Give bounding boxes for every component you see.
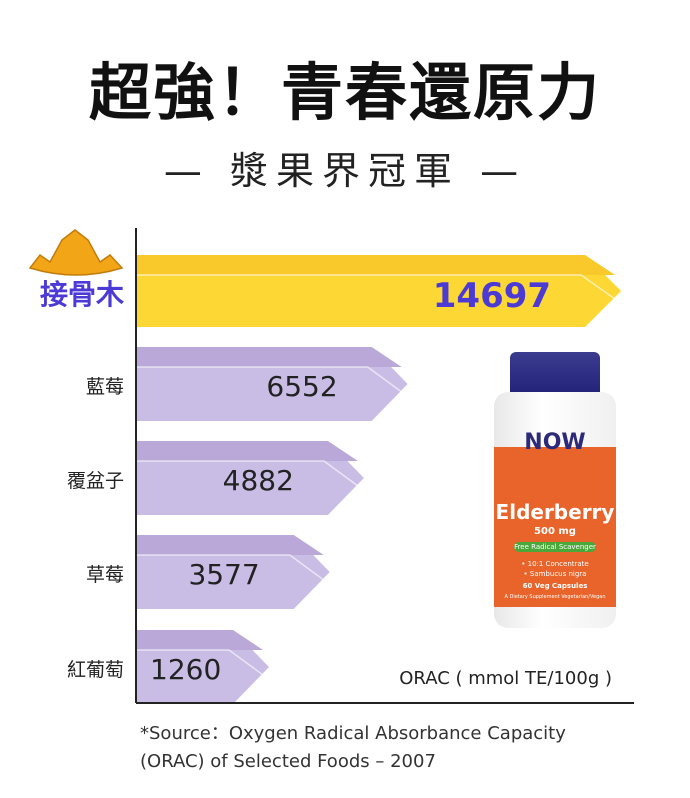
data-label: 3577: [188, 558, 259, 591]
bar-top-face: [136, 255, 616, 275]
product-line: A Dietary Supplement Vegetarian/Vegan: [504, 594, 606, 600]
product-dose: 500 mg: [534, 526, 576, 537]
category-label: 紅葡萄: [67, 659, 124, 681]
elderberry-bottle-image: NOW Elderberry 500 mg Free Radical Scave…: [490, 352, 620, 632]
brand-logo: NOW: [524, 430, 586, 455]
product-line: • Sambucus nigra: [523, 570, 587, 578]
source-line-1: *Source：Oxygen Radical Absorbance Capaci…: [140, 723, 566, 744]
category-label: 覆盆子: [67, 470, 124, 492]
category-label: 草莓: [86, 564, 124, 586]
bar-top-face: [136, 441, 358, 461]
bar-top-face: [136, 535, 324, 555]
source-note: *Source：Oxygen Radical Absorbance Capaci…: [140, 720, 566, 776]
source-line-2: (ORAC) of Selected Foods – 2007: [140, 751, 436, 772]
bar-top-face: [136, 347, 402, 367]
bar-edge: [136, 460, 359, 487]
product-tag: Free Radical Scavenger: [514, 542, 596, 552]
crown-icon: [28, 229, 124, 276]
category-label: 藍莓: [86, 376, 124, 398]
page-subtitle: — 漿果界冠軍 —: [163, 149, 527, 193]
category-label: 接骨木: [40, 278, 124, 311]
bar-top-face: [136, 630, 264, 650]
product-line: 60 Veg Capsules: [522, 582, 588, 590]
unit-label: ORAC ( mmol TE/100g ): [399, 668, 612, 689]
product-name: Elderberry: [495, 500, 615, 524]
page-title: 超強！青春還原力: [88, 56, 601, 129]
bar-edge: [136, 274, 616, 300]
data-label: 1260: [150, 653, 221, 686]
product-line: • 10:1 Concentrate: [521, 560, 589, 568]
bar-edge: [136, 554, 325, 581]
bottle-cap: [510, 352, 600, 394]
data-label: 14697: [433, 276, 551, 316]
bar-edge: [136, 366, 403, 393]
data-label: 6552: [266, 370, 337, 403]
data-label: 4882: [223, 464, 294, 497]
bar-edge: [136, 649, 264, 676]
bottle-label: [494, 447, 616, 607]
